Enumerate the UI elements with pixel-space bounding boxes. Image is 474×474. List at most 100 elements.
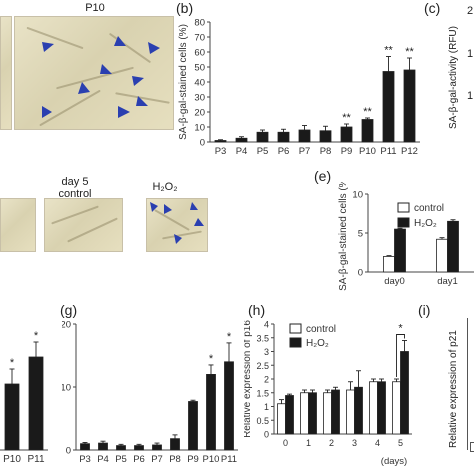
x-tick-label: P3 [215, 146, 227, 157]
x-tick-label: P12 [401, 146, 418, 157]
y-tick-label: 10 [352, 190, 363, 201]
significance-marker: ** [363, 106, 372, 118]
row2-control-caption: control [58, 188, 92, 200]
arrow-marker [100, 64, 112, 74]
bar [403, 69, 416, 143]
bar [80, 443, 90, 451]
y-tick-label: 2 [264, 375, 269, 385]
arrow-marker [78, 82, 90, 94]
x-tick-label: P9 [187, 454, 199, 465]
bar [298, 129, 311, 143]
bar [361, 119, 374, 143]
y-tick-label: 0 [66, 446, 71, 457]
bar-control [383, 256, 395, 273]
bar-h2o2 [354, 386, 363, 435]
y-axis-label: SA-β-gal-stained cells (%) [338, 182, 349, 291]
c-tick-1b: 1 [467, 90, 474, 102]
x-tick-label: 3 [352, 438, 357, 448]
legend-label-control: control [414, 203, 444, 214]
micrograph-left-cut [0, 16, 12, 130]
bar-h2o2 [331, 389, 340, 435]
x-tick-label: P5 [257, 146, 269, 157]
arrow-marker [114, 36, 126, 46]
micrograph-row2-left-cut [0, 198, 36, 252]
arrow-marker [132, 76, 144, 86]
y-tick-label: 20 [62, 320, 71, 331]
x-tick-label: P7 [299, 146, 311, 157]
arrow-marker [118, 106, 130, 118]
bar-control [369, 381, 378, 435]
panel-label-b: (b) [176, 0, 194, 16]
x-tick-label: P9 [341, 146, 353, 157]
bar [134, 445, 144, 451]
x-tick-label: P8 [320, 146, 332, 157]
x-tick-label: 4 [375, 438, 380, 448]
panel-label-h: (h) [248, 302, 266, 318]
y-tick-label: 0 [200, 138, 205, 149]
bar [116, 445, 126, 451]
row2-h2o2-caption: H₂O₂ [152, 181, 178, 193]
x-tick-label: P6 [133, 454, 145, 465]
legend-swatch-control [397, 202, 410, 213]
y-tick-label: 1 [264, 402, 269, 412]
legend-label-control: control [306, 324, 336, 335]
x-tick-label: P5 [115, 454, 127, 465]
x-tick-label: 0 [283, 438, 288, 448]
y-tick-label: 2.5 [256, 361, 269, 371]
bar-control [300, 392, 309, 435]
bar-h2o2 [377, 381, 386, 435]
x-tick-label: P10 [359, 146, 376, 157]
micrograph-p10-caption: P10 [85, 2, 105, 14]
i-bar-cut [470, 442, 474, 452]
y-tick-label: 3 [264, 347, 269, 357]
bar [382, 71, 395, 143]
bar-h2o2 [400, 351, 409, 435]
bar [277, 131, 290, 143]
bar [170, 438, 180, 451]
x-tick-label: P4 [236, 146, 248, 157]
y-tick-label: 30 [194, 93, 205, 104]
bar [206, 374, 216, 451]
significance-marker: * [398, 323, 403, 335]
chart-h: 0 0.5 1 1.5 2 2.5 3 3.5 4 Relative expression of … [244, 320, 412, 467]
x-tick-label: P6 [278, 146, 290, 157]
arrow-marker [136, 96, 148, 106]
x-axis-unit-label: (days) [381, 456, 407, 467]
c-y-axis-label: SA-β-gal-activity (RFU) [448, 26, 459, 129]
i-axis-line [467, 318, 468, 450]
bar [152, 444, 162, 451]
i-y-axis-label: Relative expression of p21 [448, 330, 459, 448]
x-tick-label: day0 [384, 276, 405, 287]
x-tick-label: 2 [329, 438, 334, 448]
bar-control [392, 381, 401, 435]
bar-h2o2 [394, 228, 406, 273]
micrograph-day5-control [44, 198, 123, 252]
c-tick-1a: 1 [467, 48, 474, 60]
arrow-marker [164, 204, 172, 214]
arrow-marker [194, 218, 204, 226]
legend-swatch-control [289, 323, 302, 334]
x-tick-label: P11 [380, 146, 396, 157]
legend-label-h2o2: H₂O₂ [306, 338, 329, 349]
arrow-marker [42, 106, 52, 118]
bar [188, 401, 198, 451]
y-tick-label: 10 [194, 123, 205, 134]
x-tick-label: P4 [97, 454, 109, 465]
legend-swatch-h2o2 [397, 217, 410, 228]
bar-control [323, 392, 332, 435]
arrow-marker [150, 202, 158, 212]
bar [98, 442, 108, 451]
significance-marker: ** [405, 46, 414, 58]
arrow-marker [174, 234, 182, 244]
bar [319, 130, 332, 143]
chart-p21-cut: P10 * P11 * [0, 330, 48, 465]
y-tick-label: 3.5 [256, 333, 269, 343]
x-tick-label: P8 [169, 454, 181, 465]
y-axis-label: SA-β-gal-stained cells (%) [178, 24, 189, 140]
p10-arrows [42, 36, 160, 118]
x-tick-label: 5 [398, 438, 403, 448]
y-tick-label: 40 [194, 78, 205, 89]
x-tick-label: 1 [306, 438, 311, 448]
y-tick-label: 20 [194, 108, 205, 119]
bar-h2o2 [285, 395, 294, 435]
